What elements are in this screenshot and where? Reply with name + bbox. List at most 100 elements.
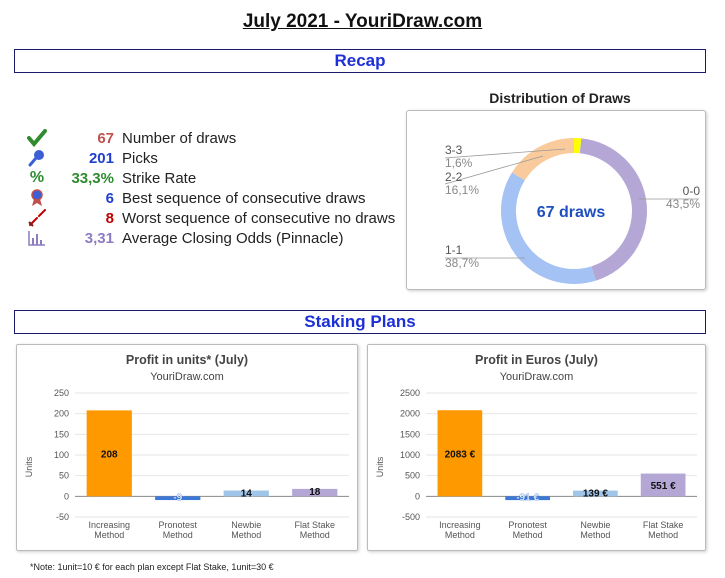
bar — [640, 473, 686, 497]
recap-label: Strike Rate — [122, 169, 197, 187]
recap-row: 8 Worst sequence of consecutive no draws — [24, 208, 395, 228]
bar — [155, 496, 201, 501]
x-tick-label: Newbie — [231, 520, 261, 530]
donut-label-name: 3-3 — [445, 143, 463, 157]
donut-slice-3-3 — [574, 138, 582, 154]
pin-icon — [24, 148, 50, 168]
bar — [505, 496, 550, 501]
chart-subtitle: YouriDraw.com — [150, 371, 224, 383]
recap-value: 33,3% — [71, 169, 114, 187]
x-tick-label: Method — [94, 530, 124, 540]
recap-row: % 33,3% Strike Rate — [24, 168, 395, 188]
chart-title: Profit in units* (July) — [126, 353, 248, 367]
bar — [86, 410, 132, 497]
recap-label: Number of draws — [122, 129, 237, 147]
x-tick-label: Method — [580, 530, 610, 540]
units-bar-chart: Profit in units* (July) YouriDraw.com Unit… — [24, 353, 349, 540]
bar — [292, 488, 338, 497]
y-tick-label: -500 — [402, 512, 420, 522]
footnote: *Note: 1unit=10 € for each plan except F… — [30, 562, 274, 572]
x-tick-label: Newbie — [580, 520, 610, 530]
x-tick-label: Method — [231, 530, 261, 540]
section-recap: Recap — [14, 49, 706, 73]
percent-icon: % — [29, 169, 45, 186]
y-tick-label: 200 — [54, 409, 69, 419]
recap-value: 201 — [88, 149, 114, 167]
bar-value-label: 139 € — [583, 489, 608, 500]
checkmark-icon — [24, 128, 50, 148]
y-tick-label: 1500 — [400, 429, 420, 439]
x-tick-label: Increasing — [439, 520, 481, 530]
recap-label: Best sequence of consecutive draws — [122, 189, 366, 207]
donut-leader-line — [444, 155, 544, 185]
donut-label-pct: 16,1% — [445, 183, 479, 197]
recap-label: Picks — [122, 149, 158, 167]
donut-label-pct: 38,7% — [445, 256, 479, 270]
distribution-chart-box: 67 draws 0-0 43,5% 1-1 38,7% 2-2 16,1% 3-3 1,6% — [406, 110, 706, 290]
x-tick-label: Pronotest — [508, 520, 547, 530]
bar-value-label: -9 — [173, 492, 182, 503]
euros-bar-chart: Profit in Euros (July) YouriDraw.com Units… — [375, 353, 697, 540]
x-tick-label: Flat Stake — [294, 520, 335, 530]
page-title: July 2021 - YouriDraw.com — [242, 11, 483, 32]
x-tick-label: Method — [300, 530, 330, 540]
euros-chart-box: Profit in Euros (July) YouriDraw.com Units… — [367, 344, 706, 551]
x-tick-label: Pronotest — [158, 520, 197, 530]
donut-leader-line — [444, 148, 566, 159]
donut-label-name: 2-2 — [445, 170, 463, 184]
donut-slice-2-2 — [512, 138, 574, 181]
bar-value-label: 18 — [309, 487, 321, 498]
x-tick-label: Method — [648, 530, 678, 540]
bar — [437, 410, 483, 497]
x-tick-label: Method — [163, 530, 193, 540]
y-tick-label: -50 — [56, 512, 69, 522]
recap-label: Average Closing Odds (Pinnacle) — [122, 229, 344, 247]
y-tick-label: 250 — [54, 388, 69, 398]
y-tick-label: 100 — [54, 450, 69, 460]
recap-row: 201 Picks — [24, 148, 395, 168]
y-tick-label: 2000 — [400, 409, 420, 419]
y-tick-label: 50 — [59, 471, 69, 481]
recap-value: 67 — [97, 129, 114, 147]
recap-value: 8 — [105, 209, 114, 227]
y-axis-label: Units — [375, 456, 385, 477]
bar-value-label: 14 — [241, 489, 253, 500]
bar-value-label: 2083 € — [445, 449, 476, 460]
x-tick-label: Method — [513, 530, 543, 540]
bar-value-label: -91 € — [516, 492, 539, 503]
recap-row: 67 Number of draws — [24, 128, 395, 148]
y-tick-label: 1000 — [400, 450, 420, 460]
bar-value-label: 551 € — [651, 481, 676, 492]
donut-label-pct: 1,6% — [445, 156, 473, 170]
donut-slice-1-1 — [501, 172, 596, 284]
y-axis-label: Units — [24, 456, 34, 477]
recap-value: 6 — [105, 189, 114, 207]
chart-title: Profit in Euros (July) — [475, 353, 598, 367]
units-chart-box: Profit in units* (July) YouriDraw.com Unit… — [16, 344, 358, 551]
broken-sword-icon — [24, 208, 50, 228]
recap-list: 67 Number of draws 201 Picks % 33,3% Str… — [24, 128, 395, 248]
recap-row: 6 Best sequence of consecutive draws — [24, 188, 395, 208]
bar-value-label: 208 — [101, 449, 118, 460]
bar — [223, 490, 269, 497]
recap-label: Worst sequence of consecutive no draws — [122, 209, 396, 227]
chart-subtitle: YouriDraw.com — [500, 371, 574, 383]
donut-label-name: 1-1 — [445, 243, 463, 257]
donut-label-pct: 43,5% — [666, 197, 700, 211]
donut-center-label: 67 draws — [537, 204, 606, 221]
y-tick-label: 500 — [405, 471, 420, 481]
distribution-donut: 67 draws 0-043,5% 1-138,7% 2-216,1% 3-31,6% — [444, 138, 701, 284]
x-tick-label: Method — [445, 530, 475, 540]
donut-label-name: 0-0 — [683, 184, 701, 198]
medal-icon — [24, 188, 50, 208]
recap-value: 3,31 — [84, 229, 114, 247]
bar-chart-icon — [24, 228, 50, 248]
y-tick-label: 150 — [54, 429, 69, 439]
x-tick-label: Increasing — [88, 520, 130, 530]
y-tick-label: 0 — [415, 491, 420, 501]
y-tick-label: 0 — [64, 491, 69, 501]
bar — [573, 490, 618, 497]
section-staking: Staking Plans — [14, 310, 706, 334]
x-tick-label: Flat Stake — [643, 520, 684, 530]
y-tick-label: 2500 — [400, 388, 420, 398]
